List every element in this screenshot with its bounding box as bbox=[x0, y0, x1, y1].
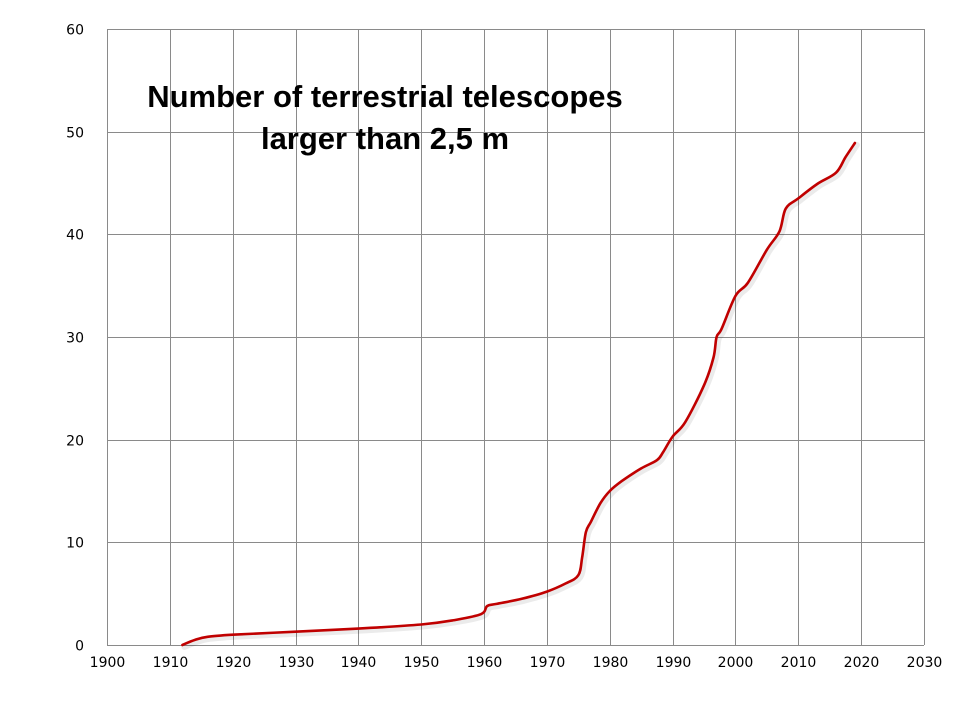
x-tick-label: 1920 bbox=[216, 655, 252, 671]
y-tick-label: 20 bbox=[66, 434, 84, 450]
x-tick-label: 2000 bbox=[718, 655, 754, 671]
x-tick-label: 1930 bbox=[279, 655, 315, 671]
y-tick-label: 50 bbox=[66, 126, 84, 142]
y-tick-label: 10 bbox=[66, 536, 84, 552]
x-tick-label: 1970 bbox=[530, 655, 566, 671]
chart-title: Number of terrestrial telescopes larger … bbox=[110, 76, 660, 160]
y-tick-label: 0 bbox=[75, 639, 84, 655]
series-line bbox=[181, 141, 857, 647]
x-tick-label: 1940 bbox=[341, 655, 377, 671]
x-tick-label: 2030 bbox=[907, 655, 943, 671]
y-tick-label: 40 bbox=[66, 228, 84, 244]
y-axis-ticks: 0 10 20 30 40 50 60 bbox=[66, 23, 84, 655]
x-tick-label: 1900 bbox=[90, 655, 126, 671]
x-tick-label: 1990 bbox=[656, 655, 692, 671]
x-tick-label: 1980 bbox=[593, 655, 629, 671]
series-layer bbox=[181, 141, 860, 650]
x-tick-label: 2010 bbox=[781, 655, 817, 671]
x-tick-label: 1910 bbox=[153, 655, 189, 671]
x-tick-label: 2020 bbox=[844, 655, 880, 671]
chart-title-line-2: larger than 2,5 m bbox=[260, 121, 510, 156]
series-line-shadow bbox=[181, 142, 860, 650]
y-tick-label: 60 bbox=[66, 23, 84, 39]
chart-title-line-1: Number of terrestrial telescopes bbox=[147, 79, 623, 114]
x-tick-label: 1950 bbox=[404, 655, 440, 671]
x-axis-ticks: 1900 1910 1920 1930 1940 1950 1960 1970 1980 1990… bbox=[90, 655, 943, 671]
x-tick-label: 1960 bbox=[467, 655, 503, 671]
gridlines bbox=[107, 29, 925, 646]
y-tick-label: 30 bbox=[66, 331, 84, 347]
